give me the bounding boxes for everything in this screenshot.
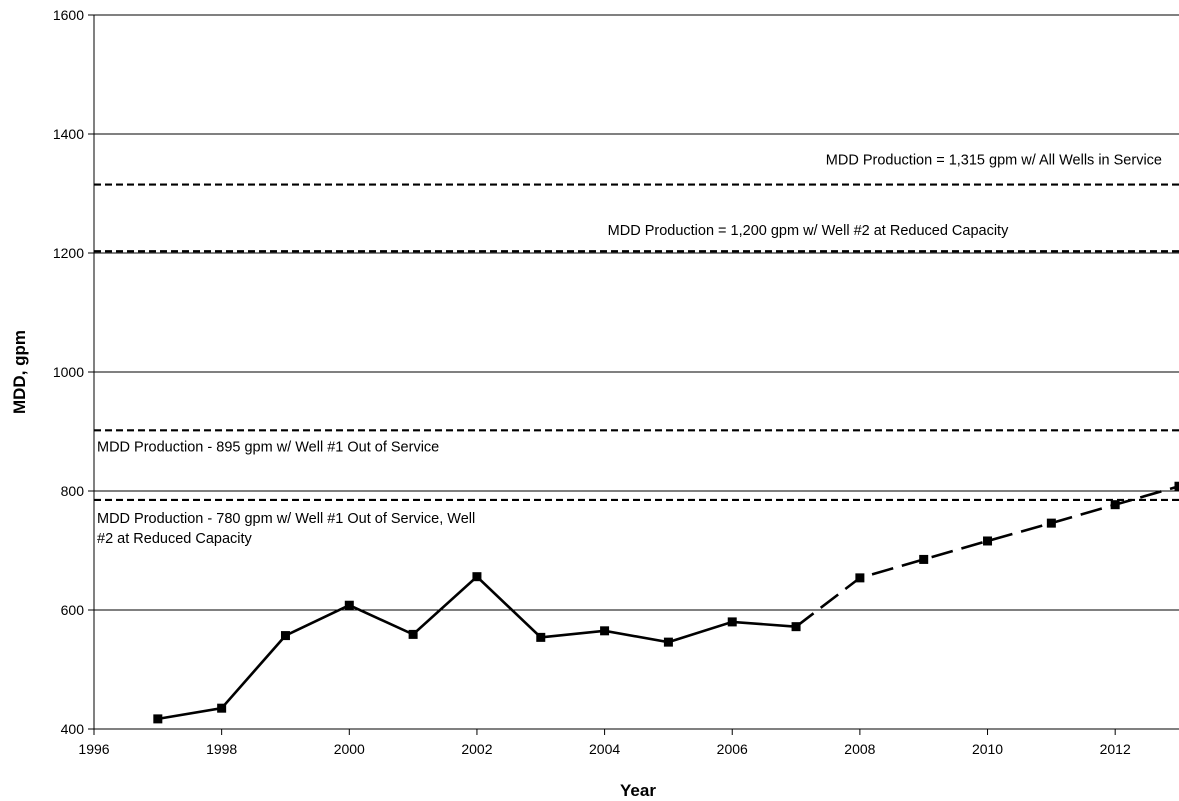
historical-series-line <box>157 574 797 721</box>
data-point-marker <box>1046 518 1056 528</box>
y-tick-label: 1000 <box>53 364 84 380</box>
x-tick-label: 2000 <box>334 741 365 757</box>
x-tick-label: 2010 <box>972 741 1003 757</box>
y-tick-label: 600 <box>61 602 85 618</box>
y-axis-title: MDD, gpm <box>10 330 29 414</box>
data-series <box>153 481 1179 724</box>
x-tick-label: 1996 <box>78 741 109 757</box>
projected-series-line <box>795 484 1179 628</box>
x-axis-title: Year <box>620 781 656 800</box>
data-point-marker <box>727 617 737 627</box>
reference-lines: MDD Production = 1,315 gpm w/ All Wells … <box>94 153 1179 547</box>
data-point-marker <box>663 637 673 647</box>
axes <box>88 14 1179 735</box>
x-tick-label: 1998 <box>206 741 237 757</box>
data-point-marker <box>983 536 993 546</box>
y-tick-label: 1600 <box>53 7 84 23</box>
data-point-marker <box>1110 500 1120 510</box>
x-tick-label: 2012 <box>1100 741 1131 757</box>
data-point-marker <box>408 629 418 639</box>
data-point-marker <box>472 572 482 582</box>
data-point-marker <box>919 554 929 564</box>
y-tick-label: 1200 <box>53 245 84 261</box>
data-point-marker <box>600 626 610 636</box>
reference-label: MDD Production - 895 gpm w/ Well #1 Out … <box>97 439 439 455</box>
reference-label: MDD Production = 1,315 gpm w/ All Wells … <box>826 153 1162 169</box>
y-tick-label: 1400 <box>53 126 84 142</box>
data-point-marker <box>855 573 865 583</box>
reference-label: MDD Production = 1,200 gpm w/ Well #2 at… <box>608 223 1009 239</box>
axis-labels: 400 600 800 1000 1200 1400 1600 1996 1998 2000 200… <box>53 7 1131 757</box>
x-tick-label: 2002 <box>461 741 492 757</box>
data-point-marker <box>217 703 227 713</box>
x-tick-label: 2006 <box>717 741 748 757</box>
data-point-marker <box>344 600 354 610</box>
data-point-marker <box>280 631 290 641</box>
y-tick-label: 800 <box>61 483 85 499</box>
x-tick-label: 2004 <box>589 741 620 757</box>
data-point-marker <box>153 714 163 724</box>
reference-label-line: MDD Production - 780 gpm w/ Well #1 Out … <box>97 511 475 527</box>
data-point-marker <box>536 632 546 642</box>
gridlines <box>94 14 1179 611</box>
reference-label-line: #2 at Reduced Capacity <box>97 531 253 547</box>
data-point-marker <box>1174 481 1179 491</box>
x-tick-label: 2008 <box>844 741 875 757</box>
y-tick-label: 400 <box>61 721 85 737</box>
